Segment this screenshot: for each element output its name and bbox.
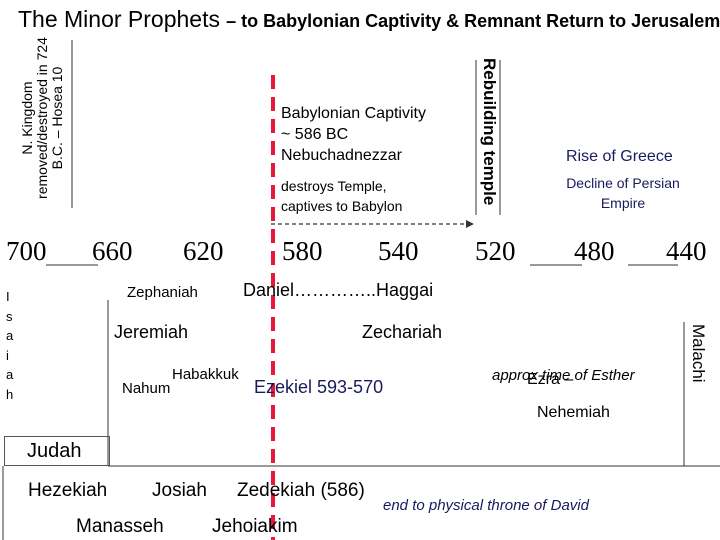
isaiah-letter: i bbox=[6, 347, 9, 363]
prophet-habakkuk: Habakkuk bbox=[172, 366, 239, 383]
year-520: 520 bbox=[475, 236, 516, 266]
prophet-nahum: Nahum bbox=[122, 380, 171, 397]
year-660: 660 bbox=[92, 236, 133, 266]
esther-note: approx time of Esther bbox=[492, 367, 635, 384]
year-440: 440 bbox=[666, 236, 707, 266]
prophet-ezekiel: Ezekiel 593-570 bbox=[254, 377, 384, 397]
captivity-line-2: ~ 586 BC bbox=[281, 126, 349, 143]
rebuilding-temple-label: Rebuilding temple bbox=[480, 58, 499, 206]
arrow-head bbox=[466, 220, 474, 228]
year-540: 540 bbox=[378, 236, 419, 266]
isaiah-letter: h bbox=[6, 386, 14, 402]
prophet-zechariah: Zechariah bbox=[362, 322, 443, 342]
king-hezekiah: Hezekiah bbox=[28, 480, 108, 501]
captivity-line-5: captives to Babylon bbox=[281, 198, 403, 214]
captivity-block: Babylonian Captivity ~ 586 BC Nebuchadne… bbox=[281, 103, 426, 166]
prophet-zephaniah: Zephaniah bbox=[127, 284, 198, 301]
king-josiah: Josiah bbox=[152, 480, 207, 501]
isaiah-letter: a bbox=[6, 367, 14, 382]
prophet-jeremiah: Jeremiah bbox=[114, 322, 189, 342]
title-sub: – to Babylonian Captivity & Remnant Retu… bbox=[226, 11, 720, 31]
prophet-nehemiah: Nehemiah bbox=[537, 404, 610, 421]
prophet-malachi: Malachi bbox=[689, 324, 708, 383]
persian-decline: Decline of Persian Empire bbox=[566, 175, 680, 211]
prophet-ezra: Ezra – bbox=[527, 371, 574, 388]
isaiah-letter: a bbox=[6, 328, 14, 343]
title-main: The Minor Prophets bbox=[18, 6, 220, 32]
year-480: 480 bbox=[574, 236, 615, 266]
captivity-line-3: Nebuchadnezzar bbox=[281, 147, 402, 164]
king-zedekiah: Zedekiah (586) bbox=[237, 480, 365, 501]
rise-of-greece: Rise of Greece bbox=[566, 148, 673, 165]
prophet-daniel-haggai: Daniel…………..Haggai bbox=[243, 280, 434, 300]
judah-box: Judah bbox=[4, 436, 110, 466]
isaiah-vertical: I s a i a h bbox=[6, 287, 20, 404]
north-kingdom-label: N. Kingdom removed/destroyed in 724 B.C.… bbox=[19, 37, 65, 199]
captivity-line-1: Babylonian Captivity bbox=[281, 105, 426, 122]
isaiah-letter: I bbox=[6, 289, 10, 304]
captivity-detail: destroys Temple, captives to Babylon bbox=[281, 176, 402, 216]
captivity-line-4: destroys Temple, bbox=[281, 178, 387, 194]
isaiah-letter: s bbox=[6, 308, 13, 324]
year-580: 580 bbox=[282, 236, 323, 266]
page-title: The Minor Prophets – to Babylonian Capti… bbox=[18, 6, 720, 33]
judah-label: Judah bbox=[27, 440, 82, 462]
throne-end-note: end to physical throne of David bbox=[383, 497, 589, 514]
year-620: 620 bbox=[183, 236, 224, 266]
year-700: 700 bbox=[6, 236, 47, 266]
king-manasseh: Manasseh bbox=[76, 516, 164, 537]
king-jehoiakim: Jehoiakim bbox=[212, 516, 298, 537]
